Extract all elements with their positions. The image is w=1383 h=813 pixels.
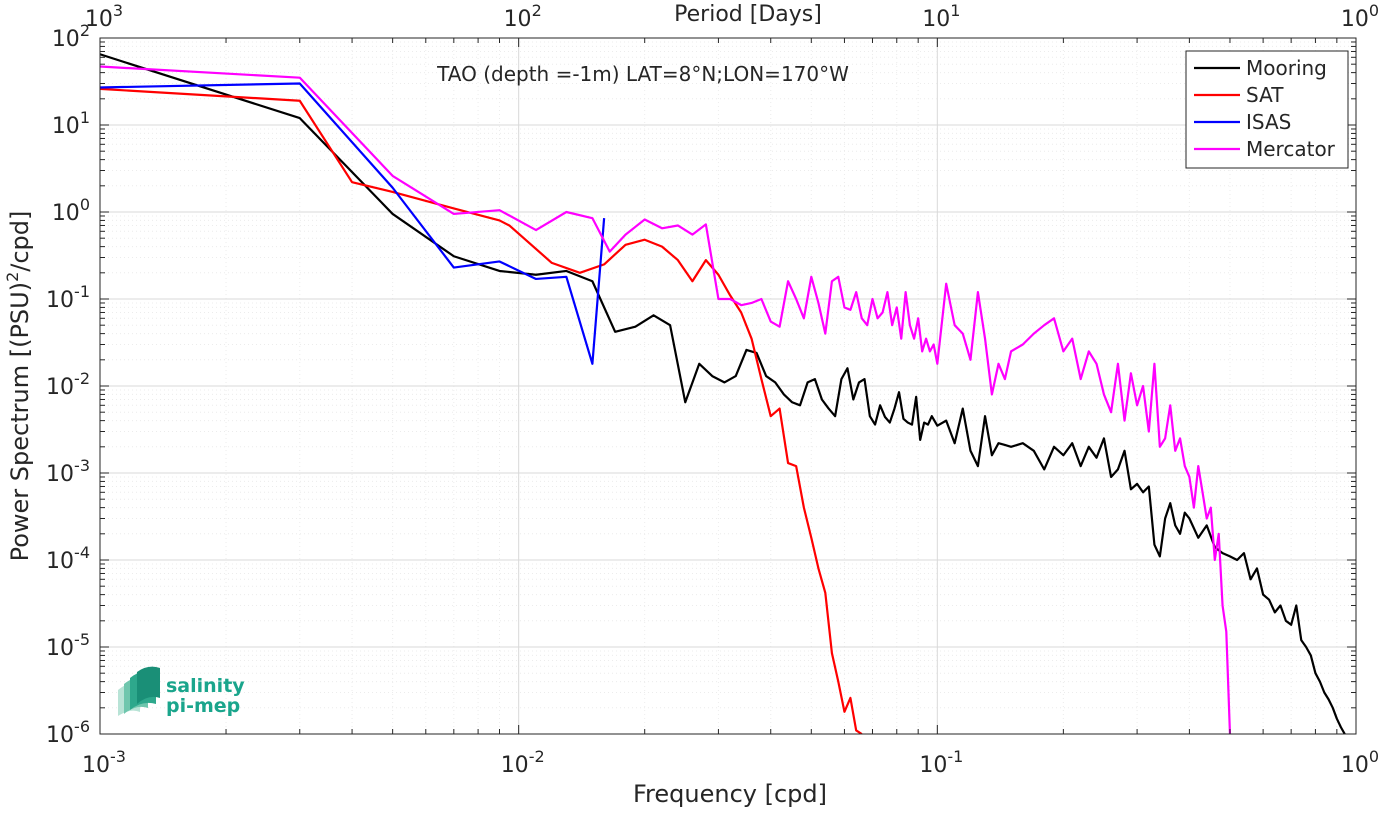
grid-layer — [100, 38, 1356, 734]
y-tick-label-exp: 0 — [80, 195, 90, 214]
x-tick-label: 10-2 — [501, 747, 545, 778]
x-tick-label: 100 — [1341, 747, 1379, 778]
y-tick-label-exp: -2 — [74, 369, 90, 388]
y-tick-label-exp: 2 — [80, 21, 90, 40]
x2-tick-label: 102 — [504, 1, 542, 32]
y-tick-label: 10-1 — [46, 282, 90, 313]
series-layer — [100, 53, 1346, 734]
series-line-isas — [100, 82, 606, 365]
y-tick-label-base: 10 — [46, 288, 74, 313]
y-axis-label-main: Power Spectrum [(PSU) — [6, 282, 34, 561]
y-tick-label-exp: -5 — [74, 630, 90, 649]
y-tick-label-base: 10 — [46, 723, 74, 748]
x2-tick-label: 103 — [85, 1, 123, 32]
x-tick-label-exp: -2 — [529, 747, 545, 766]
x2-tick-label: 100 — [1341, 1, 1379, 32]
x2-axis-label: Period [Days] — [674, 2, 822, 27]
x2-tick-label-base: 10 — [1341, 7, 1369, 32]
y-axis-label-tail: /cpd] — [6, 211, 34, 272]
y-tick-label-exp: -1 — [74, 282, 90, 301]
x-tick-label-base: 10 — [919, 753, 947, 778]
x2-tick-label-exp: 3 — [113, 1, 123, 20]
x-tick-label-exp: 0 — [1369, 747, 1379, 766]
chart-title: TAO (depth =-1m) LAT=8°N;LON=170°W — [436, 62, 849, 86]
logo-waves-icon — [118, 666, 160, 716]
x2-tick-label-base: 10 — [85, 7, 113, 32]
y-tick-label-base: 10 — [46, 549, 74, 574]
x2-tick-label-exp: 0 — [1369, 1, 1379, 20]
y-tick-label: 10-5 — [46, 630, 90, 661]
x2-tick-label-base: 10 — [922, 7, 950, 32]
legend-entries: Mooring SAT ISAS Mercator — [1194, 56, 1336, 161]
x-tick-label-base: 10 — [82, 753, 110, 778]
y-tick-label-base: 10 — [46, 462, 74, 487]
y-tick-label: 10-2 — [46, 369, 90, 400]
x-tick-label-exp: -3 — [110, 747, 126, 766]
legend-label-mercator: Mercator — [1246, 137, 1336, 161]
y-tick-label-exp: 1 — [80, 108, 90, 127]
y-tick-label-base: 10 — [52, 114, 80, 139]
x2-tick-label-exp: 1 — [950, 1, 960, 20]
x2-tick-label-base: 10 — [504, 7, 532, 32]
salinity-pi-mep-logo: salinity pi-mep — [118, 666, 245, 717]
y-tick-label-exp: -4 — [74, 543, 90, 562]
y-tick-label-exp: -6 — [74, 717, 90, 736]
series-line-sat — [100, 87, 863, 734]
series-line-mercator — [100, 65, 1232, 734]
y-axis-label: Power Spectrum [(PSU)2/cpd] — [3, 211, 34, 562]
y-tick-label-exp: -3 — [74, 456, 90, 475]
y-tick-label: 10-3 — [46, 456, 90, 487]
y-tick-label-base: 10 — [46, 636, 74, 661]
y-tick-label: 101 — [52, 108, 90, 139]
x-tick-label-base: 10 — [501, 753, 529, 778]
x-axis-label: Frequency [cpd] — [633, 780, 827, 808]
legend: Mooring SAT ISAS Mercator — [1185, 50, 1349, 169]
x-tick-label-exp: -1 — [947, 747, 963, 766]
series-line-mooring — [100, 53, 1346, 734]
y-tick-label: 100 — [52, 195, 90, 226]
legend-label-mooring: Mooring — [1246, 56, 1327, 80]
legend-label-sat: SAT — [1246, 83, 1284, 107]
y-tick-label-base: 10 — [46, 375, 74, 400]
logo-text-line1: salinity — [166, 675, 245, 697]
y-axis-label-sup: 2 — [3, 272, 22, 282]
x2-tick-label: 101 — [922, 1, 960, 32]
y-tick-label-base: 10 — [52, 27, 80, 52]
y-tick-label: 10-6 — [46, 717, 90, 748]
x2-tick-label-exp: 2 — [532, 1, 542, 20]
x-tick-label: 10-3 — [82, 747, 126, 778]
y-tick-label: 10-4 — [46, 543, 90, 574]
x-tick-label: 10-1 — [919, 747, 963, 778]
legend-label-isas: ISAS — [1246, 110, 1291, 134]
y-tick-label-base: 10 — [52, 201, 80, 226]
logo-text-line2: pi-mep — [166, 695, 240, 717]
x-tick-label-base: 10 — [1341, 753, 1369, 778]
y-tick-label: 102 — [52, 21, 90, 52]
